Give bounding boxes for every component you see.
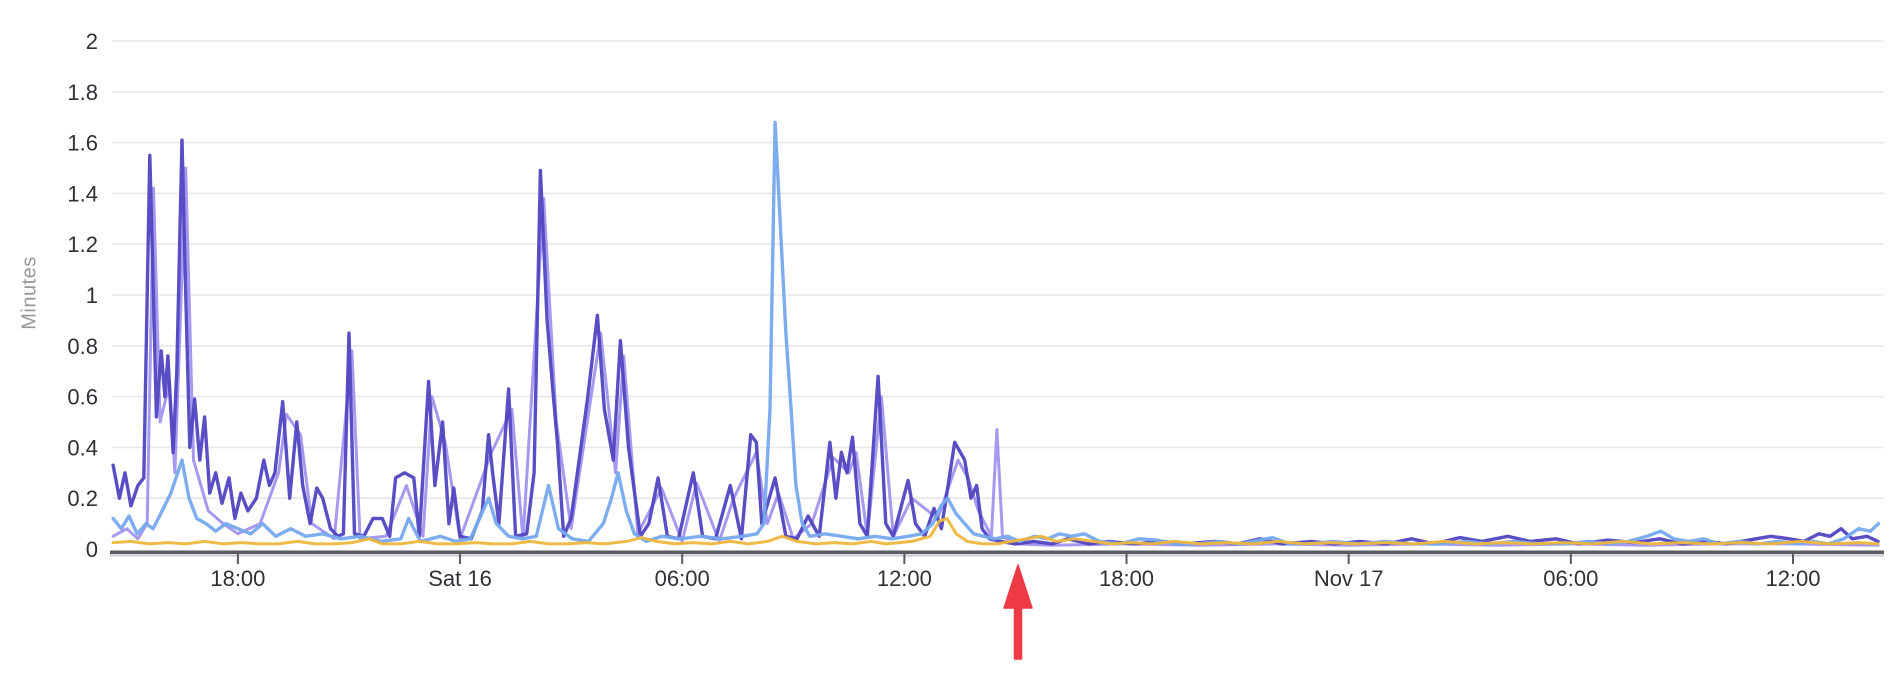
- x-axis-line: [110, 550, 1884, 554]
- x-tick-label: 12:00: [877, 566, 932, 591]
- x-tick-label: 06:00: [655, 566, 710, 591]
- x-tick-label: Nov 17: [1314, 566, 1384, 591]
- x-tick-label: Sat 16: [428, 566, 492, 591]
- y-tick-label: 1.2: [67, 232, 98, 257]
- y-tick-label: 1: [86, 283, 98, 308]
- y-tick-label: 2: [86, 29, 98, 54]
- y-tick-label: 1.6: [67, 131, 98, 156]
- y-tick-label: 0.4: [67, 435, 98, 460]
- series-line-periwinkle: [111, 166, 1880, 547]
- y-tick-label: 0: [86, 537, 98, 562]
- x-tick-label: 18:00: [210, 566, 265, 591]
- y-tick-label: 0.8: [67, 334, 98, 359]
- x-axis-shadow-line: [110, 554, 1884, 557]
- x-tick-label: 18:00: [1099, 566, 1154, 591]
- y-tick-label: 1.8: [67, 80, 98, 105]
- annotation-arrow-icon: [1003, 564, 1033, 660]
- y-tick-label: 0.6: [67, 385, 98, 410]
- x-tick-label: 06:00: [1543, 566, 1598, 591]
- y-tick-label: 0.2: [67, 486, 98, 511]
- series-line-orange: [111, 517, 1880, 546]
- y-tick-label: 1.4: [67, 181, 98, 206]
- x-tick-label: 12:00: [1765, 566, 1820, 591]
- series-line-blue: [111, 120, 1881, 546]
- y-axis-title: Minutes: [18, 256, 41, 330]
